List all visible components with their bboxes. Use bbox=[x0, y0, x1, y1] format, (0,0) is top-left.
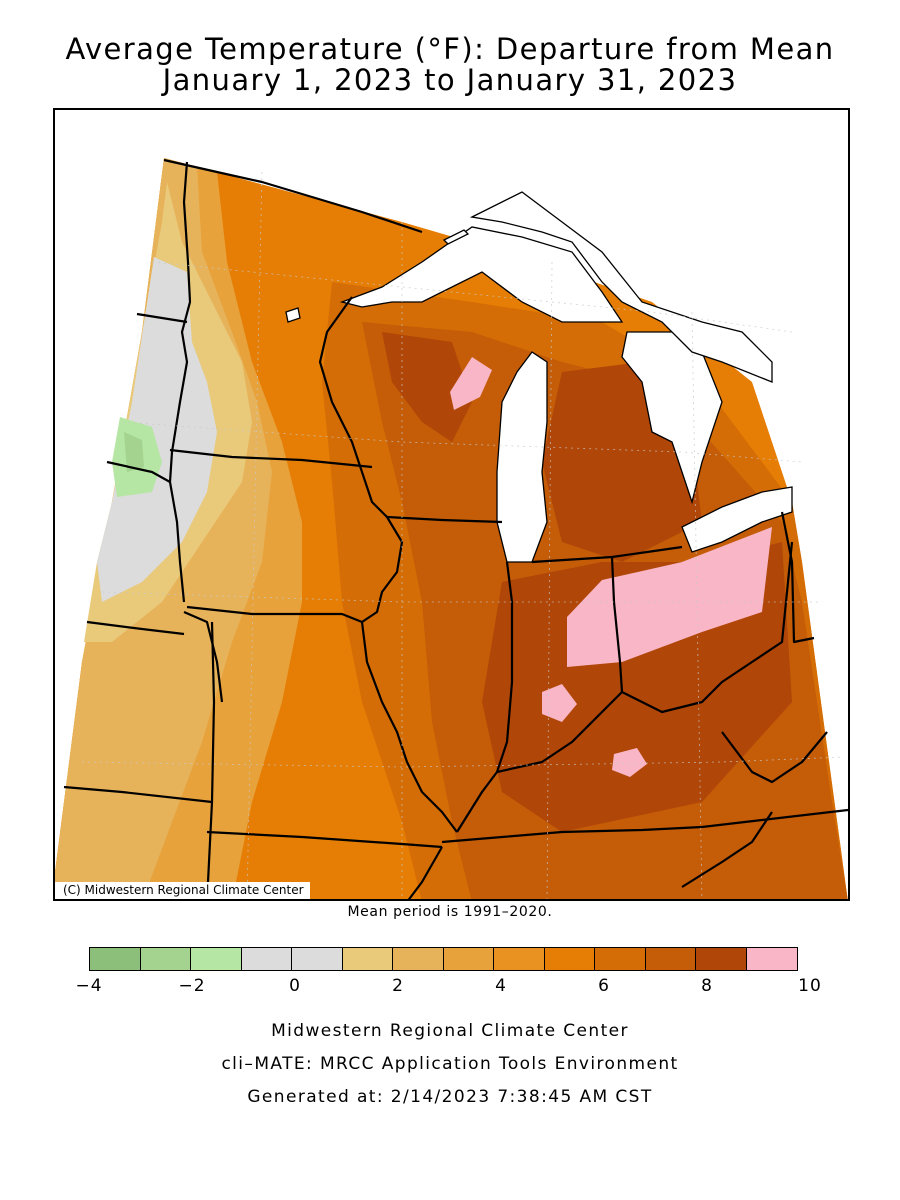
legend-swatch bbox=[90, 948, 141, 970]
map-subtitle: January 1, 2023 to January 31, 2023 bbox=[162, 63, 738, 97]
legend-tick-label: −4 bbox=[75, 976, 103, 996]
legend-swatch bbox=[544, 948, 595, 970]
great-lakes bbox=[285, 191, 793, 563]
border-nd-sd-west bbox=[106, 460, 171, 483]
lake-erie bbox=[681, 486, 793, 553]
cool-area-2 bbox=[124, 432, 144, 472]
legend-tick-label: 10 bbox=[798, 976, 822, 996]
legend-swatch bbox=[342, 948, 393, 970]
border-oh-river bbox=[496, 541, 794, 774]
border-iowa-south bbox=[186, 605, 363, 624]
border-nd-top bbox=[136, 312, 188, 324]
legend-tick-label: 6 bbox=[598, 976, 610, 996]
border-ky-east bbox=[721, 731, 828, 784]
border-in-oh bbox=[610, 556, 624, 693]
border-wi-il bbox=[386, 515, 503, 524]
neutral-area bbox=[97, 257, 217, 602]
border-ne-sd bbox=[63, 785, 213, 804]
warm-pink-oh bbox=[567, 527, 772, 667]
border-il-west bbox=[360, 621, 458, 833]
border-iowa-north bbox=[169, 448, 373, 469]
border-minnesota-wi bbox=[318, 296, 388, 518]
legend-tick-label: −2 bbox=[178, 976, 206, 996]
footer-org: Midwestern Regional Climate Center bbox=[271, 1021, 629, 1041]
border-mo-west bbox=[206, 621, 216, 899]
border-tn bbox=[681, 811, 773, 888]
legend-tick-label: 8 bbox=[701, 976, 713, 996]
footer-app: cli–MATE: MRCC Application Tools Environ… bbox=[221, 1054, 679, 1074]
warm-pink-wi bbox=[450, 357, 492, 410]
legend-swatch bbox=[645, 948, 696, 970]
legend-tick-label: 2 bbox=[392, 976, 404, 996]
warm-band-8-9 bbox=[382, 332, 472, 442]
lat-lon-grid bbox=[81, 171, 843, 899]
warm-pink-ky bbox=[612, 748, 647, 777]
land-north bbox=[469, 191, 773, 383]
border-mo-ar bbox=[407, 846, 443, 899]
temperature-departure-map: (C) Midwestern Regional Climate Center bbox=[53, 108, 850, 901]
isle-royale bbox=[442, 229, 470, 245]
legend-swatch bbox=[746, 948, 797, 970]
state-borders bbox=[63, 158, 848, 899]
legend-swatch bbox=[494, 948, 545, 970]
legend-swatch bbox=[595, 948, 646, 970]
lake-michigan bbox=[496, 351, 548, 563]
warm-pink-in bbox=[542, 684, 577, 722]
legend-swatch bbox=[191, 948, 242, 970]
island-nw bbox=[285, 307, 301, 323]
border-il-in bbox=[456, 561, 514, 833]
color-legend bbox=[89, 947, 798, 971]
legend-swatch bbox=[140, 948, 191, 970]
border-minnesota-west bbox=[168, 161, 192, 603]
border-mi-in-oh bbox=[531, 545, 683, 564]
border-iowa-east bbox=[361, 516, 404, 623]
legend-swatch bbox=[393, 948, 444, 970]
border-ky-south bbox=[441, 808, 848, 844]
legend-tick-label: 0 bbox=[289, 976, 301, 996]
legend-tick-label: 4 bbox=[495, 976, 507, 996]
legend-swatch bbox=[443, 948, 494, 970]
copyright-label: (C) Midwestern Regional Climate Center bbox=[55, 882, 310, 899]
legend-swatch bbox=[696, 948, 747, 970]
footer-generated: Generated at: 2/14/2023 7:38:45 AM CST bbox=[247, 1087, 653, 1107]
map-title: Average Temperature (°F): Departure from… bbox=[65, 32, 835, 66]
legend-swatch bbox=[292, 948, 343, 970]
border-mo-south bbox=[206, 830, 443, 849]
border-minnesota-north bbox=[163, 158, 423, 234]
mean-period-note: Mean period is 1991–2020. bbox=[347, 904, 553, 920]
legend-swatch bbox=[241, 948, 292, 970]
border-sd-nd bbox=[86, 620, 185, 636]
